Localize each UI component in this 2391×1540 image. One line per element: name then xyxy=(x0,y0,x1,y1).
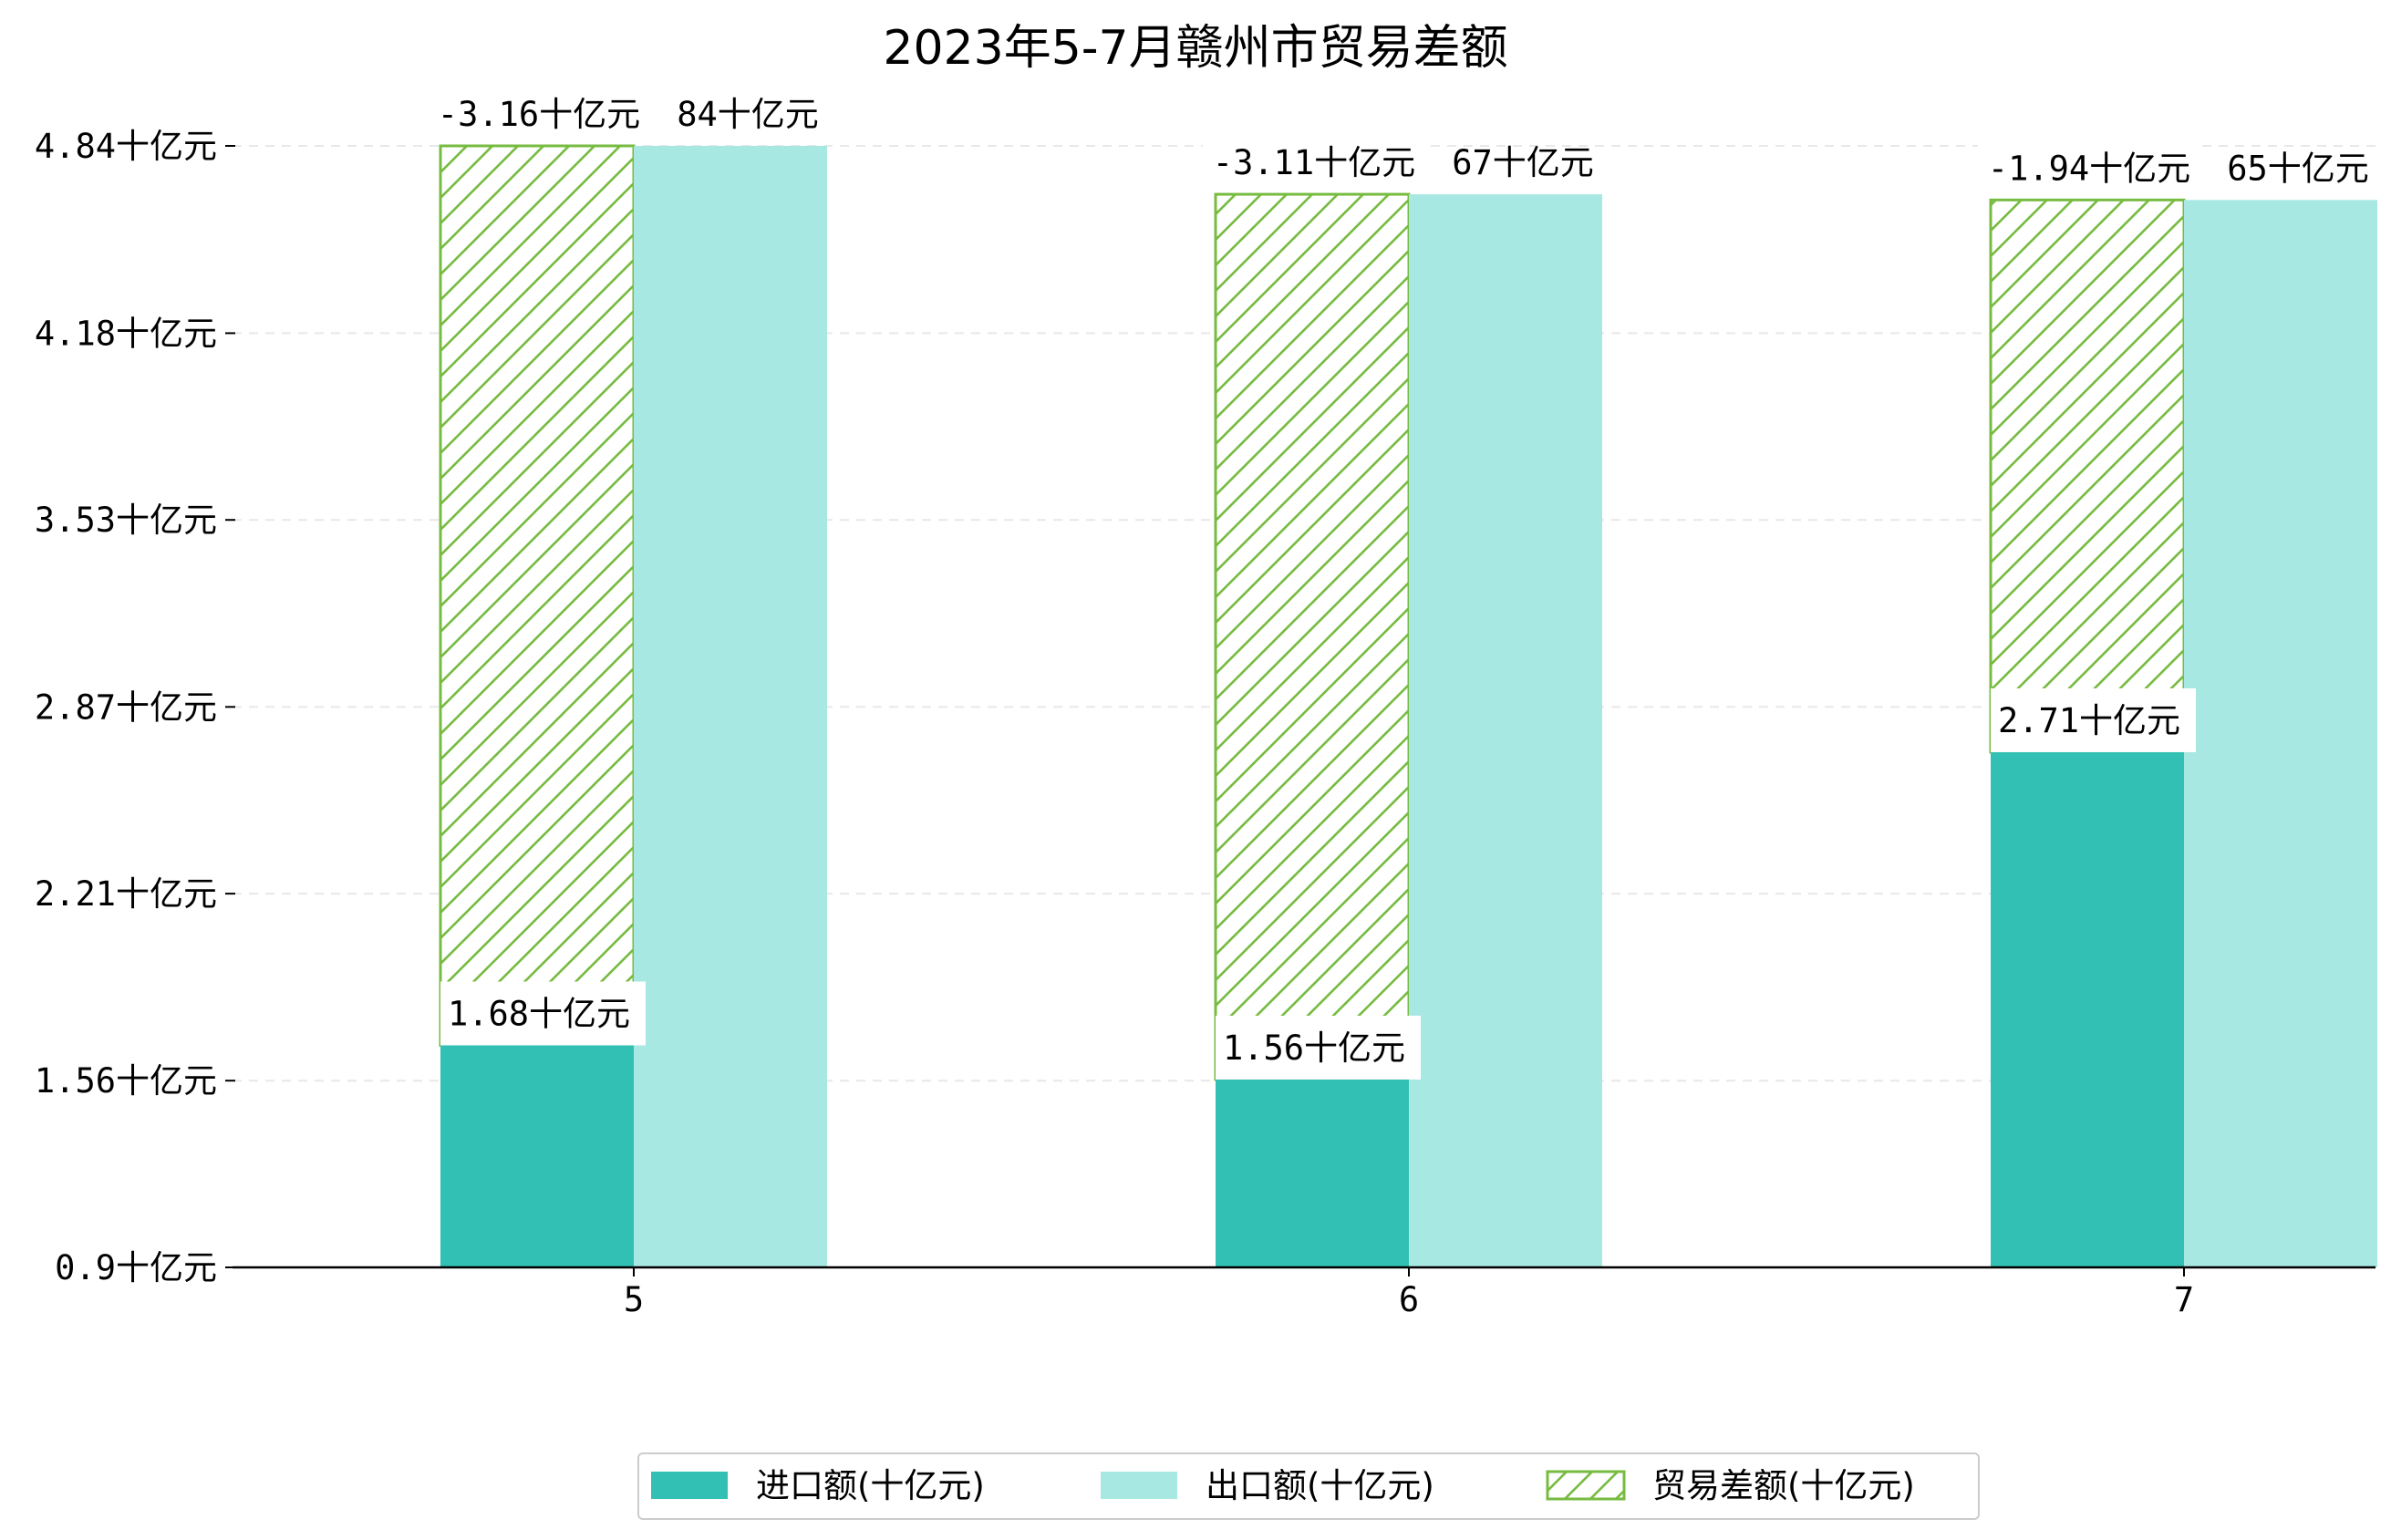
export-bar xyxy=(634,146,827,1267)
balance-bar xyxy=(1989,198,2186,754)
export-label-bg xyxy=(1427,147,1600,191)
y-tick-label: 2.87十亿元 xyxy=(35,687,217,727)
y-tick-label: 1.56十亿元 xyxy=(35,1061,217,1101)
export-data-label: 67十亿元 xyxy=(1452,143,1594,182)
balance-data-label: -1.94十亿元 xyxy=(1988,149,2190,188)
legend: 进口额(十亿元) 出口额(十亿元) 贸易差额(十亿元) xyxy=(637,1452,1980,1520)
balance-bar xyxy=(439,144,636,1047)
import-data-label: 1.68十亿元 xyxy=(448,994,630,1033)
balance-bar xyxy=(1214,192,1411,1081)
y-tick-label: 2.21十亿元 xyxy=(35,874,217,914)
data-labels: 1.68十亿元 84十亿元 -3.16十亿元 1.56十亿元 67十亿元 -3.11十亿元… xyxy=(428,89,2375,1080)
balance-label-bg xyxy=(1978,143,2200,191)
import-bar xyxy=(1216,1079,1409,1267)
import-label-bg xyxy=(440,981,646,1046)
x-tick-label: 6 xyxy=(1399,1280,1419,1319)
import-data-label: 1.56十亿元 xyxy=(1223,1028,1405,1068)
balance-label-bg xyxy=(1203,138,1425,186)
import-bar xyxy=(440,1045,634,1267)
legend-import-label: 进口额(十亿元) xyxy=(756,1466,985,1505)
import-bar xyxy=(1991,751,2184,1267)
export-bar xyxy=(1409,194,1602,1268)
legend-box xyxy=(637,1452,1980,1520)
legend-balance-label: 贸易差额(十亿元) xyxy=(1652,1466,1915,1505)
balance-data-label: -3.11十亿元 xyxy=(1213,143,1415,182)
legend-import-swatch xyxy=(651,1472,728,1499)
export-bar xyxy=(2184,200,2377,1268)
legend-balance-swatch xyxy=(1546,1470,1626,1501)
import-label-bg xyxy=(1991,687,2196,752)
export-label-bg xyxy=(2202,152,2375,197)
axes: 0.9十亿元 1.56十亿元 2.21十亿元 2.87十亿元 3.53十亿元 4.18十亿… xyxy=(35,127,2375,1319)
chart-title: 2023年5-7月赣州市贸易差额 xyxy=(883,21,1507,76)
legend-export-swatch xyxy=(1101,1472,1177,1499)
y-tick-label: 3.53十亿元 xyxy=(35,501,217,540)
balance-data-label: -3.16十亿元 xyxy=(438,95,640,134)
bars xyxy=(439,144,2377,1268)
import-label-bg xyxy=(1216,1015,1421,1080)
x-tick-label: 7 xyxy=(2174,1280,2194,1319)
export-data-label: 84十亿元 xyxy=(677,95,819,134)
export-data-label: 65十亿元 xyxy=(2227,149,2369,188)
balance-label-bg xyxy=(428,89,650,137)
x-tick-label: 5 xyxy=(624,1280,644,1319)
y-tick-label: 0.9十亿元 xyxy=(55,1248,217,1287)
import-data-label: 2.71十亿元 xyxy=(1998,701,2180,740)
y-tick-label: 4.84十亿元 xyxy=(35,127,217,166)
legend-export-label: 出口额(十亿元) xyxy=(1206,1466,1434,1505)
y-tick-label: 4.18十亿元 xyxy=(35,314,217,353)
export-label-bg xyxy=(652,98,825,142)
